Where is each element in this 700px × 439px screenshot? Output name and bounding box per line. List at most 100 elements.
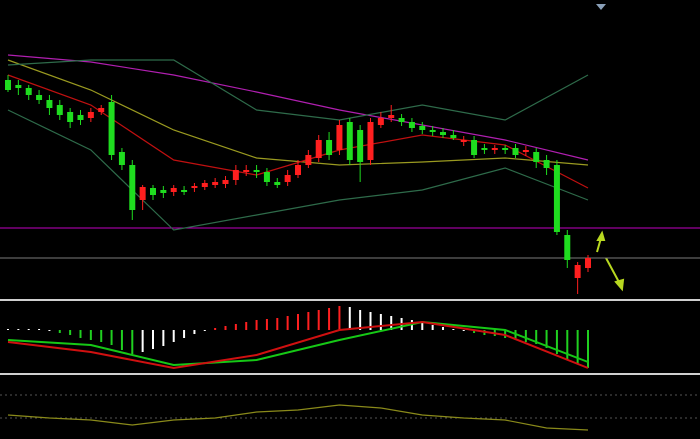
histogram-bar (141, 330, 144, 352)
candle-body (471, 140, 478, 155)
candle-body (243, 170, 250, 172)
histogram-bar (328, 308, 331, 330)
histogram-bar (452, 329, 455, 330)
histogram-bar (317, 310, 320, 330)
indicator-line (7, 109, 589, 231)
histogram-bar (297, 314, 299, 330)
histogram-bar (307, 312, 310, 330)
candle-body (253, 170, 260, 172)
histogram-bar (555, 330, 558, 354)
histogram-bar (545, 330, 548, 348)
histogram-bar (162, 330, 165, 346)
histogram-bar (524, 330, 527, 342)
candle-body (450, 135, 457, 138)
candle-body (388, 115, 395, 118)
candle-body (67, 112, 74, 122)
histogram-bar (431, 325, 434, 330)
candle-body (522, 150, 529, 152)
histogram-bar (100, 330, 103, 342)
indicator-line (7, 54, 589, 161)
candle-body (87, 112, 94, 118)
histogram-bar (110, 330, 113, 345)
histogram-bar (7, 329, 9, 330)
candle-body (46, 100, 53, 108)
candle-body (481, 148, 488, 150)
candle-body (274, 182, 281, 185)
candle-body (326, 140, 333, 155)
candle-body (336, 125, 343, 150)
histogram-bar (193, 330, 196, 334)
candle-body (491, 148, 498, 150)
scroll-marker (596, 4, 606, 10)
candle-body (585, 258, 591, 268)
candle-body (315, 140, 322, 158)
candle-body (543, 160, 550, 168)
arrow-down (605, 257, 625, 292)
histogram-bar (462, 330, 465, 331)
candle-body (553, 165, 560, 232)
candle-body (460, 140, 467, 142)
candle-body (408, 122, 415, 128)
histogram-bar (348, 307, 351, 330)
histogram-bar (214, 328, 217, 330)
histogram-bar (379, 314, 382, 330)
arrow-up (596, 230, 606, 253)
candle-body (222, 180, 229, 184)
candle-body (533, 152, 540, 162)
candle-body (295, 165, 301, 175)
candle-body (377, 118, 384, 125)
histogram-bar (27, 329, 30, 330)
histogram-bar (234, 324, 237, 330)
histogram-bar (535, 330, 538, 344)
candle-body (98, 108, 105, 112)
histogram-bar (120, 330, 123, 350)
histogram-bar (255, 320, 258, 330)
histogram-bar (338, 306, 341, 330)
candle-body (77, 115, 84, 120)
candle-body (56, 105, 63, 115)
indicator-line (7, 404, 589, 431)
histogram-bar (473, 330, 476, 333)
candle-body (357, 130, 364, 162)
histogram-bar (276, 318, 279, 330)
candle-body (25, 88, 32, 95)
histogram-bar (89, 330, 92, 340)
indicator-line (7, 320, 589, 367)
candle-body (367, 122, 374, 160)
histogram-bar (38, 329, 41, 330)
histogram-bar (17, 329, 20, 330)
candle-body (108, 102, 115, 155)
candle-body (160, 190, 167, 193)
candle-body (150, 188, 156, 195)
histogram-bar (587, 330, 589, 368)
candle-body (574, 265, 581, 278)
histogram-bar (183, 330, 186, 338)
histogram-bar (359, 310, 362, 330)
candle-body (36, 95, 43, 100)
candle-body (232, 170, 239, 180)
candle-body (263, 172, 270, 182)
candle-body (15, 85, 22, 88)
candle-body (191, 186, 198, 188)
histogram-bar (152, 330, 154, 349)
candle-body (502, 148, 509, 150)
candle-body (398, 118, 405, 122)
histogram-bar (369, 312, 372, 330)
histogram-bar (172, 330, 175, 342)
histogram-bar (265, 319, 268, 330)
histogram-bar (442, 327, 444, 330)
indicator-line (7, 320, 589, 370)
candle-body (284, 175, 291, 182)
candle-body (5, 80, 11, 90)
histogram-bar (131, 330, 134, 354)
histogram-bar (224, 326, 227, 330)
candle-body (212, 182, 219, 185)
candle-body (170, 188, 177, 192)
candle-body (305, 155, 312, 165)
candle-body (564, 235, 571, 260)
histogram-bar (390, 316, 393, 330)
candle-body (118, 152, 125, 165)
candle-body (201, 183, 208, 187)
candle-body (139, 187, 146, 200)
